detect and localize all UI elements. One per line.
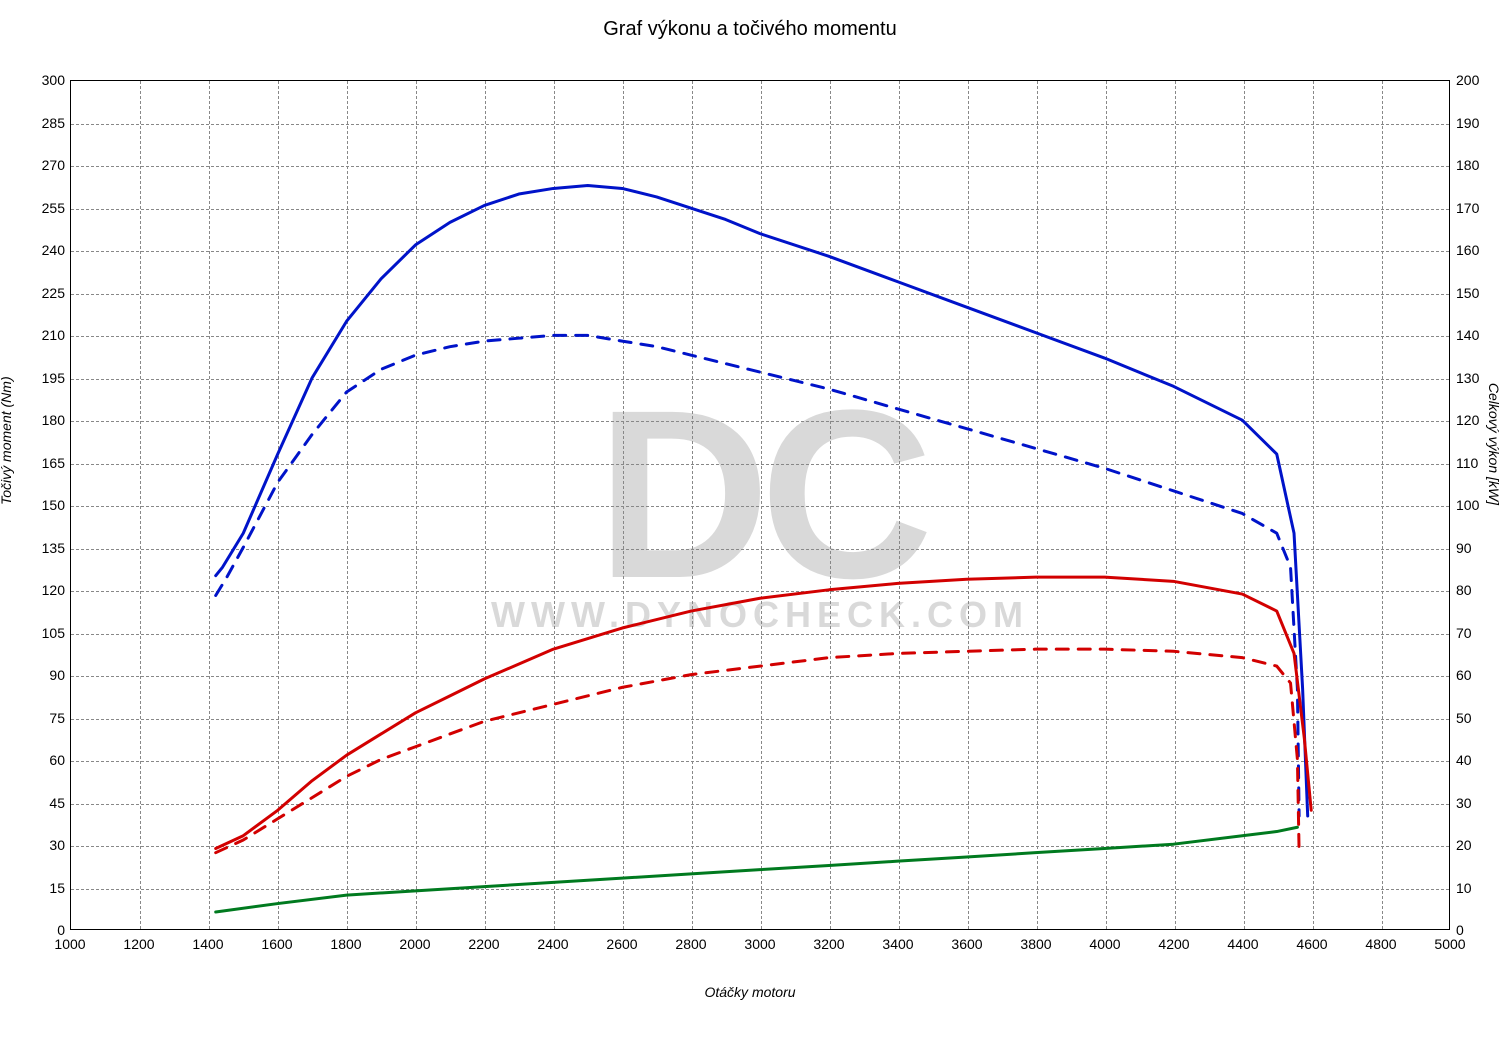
y-left-tick: 240 [15, 242, 65, 258]
chart-title: Graf výkonu a točivého momentu [0, 18, 1500, 41]
x-tick: 1800 [316, 936, 376, 952]
y-left-tick: 90 [15, 667, 65, 683]
y-left-tick: 150 [15, 497, 65, 513]
y-left-tick: 15 [15, 880, 65, 896]
y-left-tick: 180 [15, 412, 65, 428]
y-left-tick: 75 [15, 710, 65, 726]
x-tick: 2600 [592, 936, 652, 952]
y-right-tick: 170 [1456, 200, 1500, 216]
x-tick: 4000 [1075, 936, 1135, 952]
y-right-tick: 200 [1456, 72, 1500, 88]
series-torque_tuned [216, 186, 1308, 816]
y-left-tick: 195 [15, 370, 65, 386]
y-right-axis-label: Celkový výkon [kW] [1486, 383, 1500, 505]
x-axis-label: Otáčky motoru [0, 984, 1500, 1000]
x-tick: 2000 [385, 936, 445, 952]
y-right-tick: 160 [1456, 242, 1500, 258]
y-left-tick: 255 [15, 200, 65, 216]
y-right-tick: 120 [1456, 412, 1500, 428]
x-tick: 4600 [1282, 936, 1342, 952]
chart-container: Graf výkonu a točivého momentu Točivý mo… [0, 0, 1500, 1040]
x-tick: 2400 [523, 936, 583, 952]
y-left-tick: 120 [15, 582, 65, 598]
y-right-tick: 30 [1456, 795, 1500, 811]
y-right-tick: 180 [1456, 157, 1500, 173]
x-tick: 3200 [799, 936, 859, 952]
x-tick: 3400 [868, 936, 928, 952]
y-right-tick: 40 [1456, 752, 1500, 768]
y-left-tick: 60 [15, 752, 65, 768]
x-tick: 1400 [178, 936, 238, 952]
x-tick: 1600 [247, 936, 307, 952]
y-right-tick: 140 [1456, 327, 1500, 343]
y-right-tick: 110 [1456, 455, 1500, 471]
y-left-tick: 270 [15, 157, 65, 173]
x-tick: 3600 [937, 936, 997, 952]
y-left-tick: 225 [15, 285, 65, 301]
chart-svg [71, 81, 1449, 929]
y-left-tick: 30 [15, 837, 65, 853]
y-left-tick: 105 [15, 625, 65, 641]
y-left-axis-label: Točivý moment (Nm) [0, 376, 14, 505]
series-power_gain [216, 827, 1298, 912]
y-right-tick: 190 [1456, 115, 1500, 131]
x-tick: 4800 [1351, 936, 1411, 952]
y-right-tick: 80 [1456, 582, 1500, 598]
series-power_tuned [216, 577, 1312, 848]
y-right-tick: 70 [1456, 625, 1500, 641]
y-right-tick: 100 [1456, 497, 1500, 513]
series-torque_stock [216, 335, 1299, 816]
x-tick: 2800 [661, 936, 721, 952]
y-left-tick: 210 [15, 327, 65, 343]
y-left-tick: 165 [15, 455, 65, 471]
x-tick: 1200 [109, 936, 169, 952]
x-tick: 3000 [730, 936, 790, 952]
series-power_stock [216, 649, 1299, 853]
plot-area: DC WWW.DYNOCHECK.COM [70, 80, 1450, 930]
y-right-tick: 50 [1456, 710, 1500, 726]
y-left-tick: 45 [15, 795, 65, 811]
y-right-tick: 130 [1456, 370, 1500, 386]
y-right-tick: 90 [1456, 540, 1500, 556]
x-tick: 4400 [1213, 936, 1273, 952]
y-left-tick: 135 [15, 540, 65, 556]
x-tick: 5000 [1420, 936, 1480, 952]
y-right-tick: 150 [1456, 285, 1500, 301]
x-tick: 4200 [1144, 936, 1204, 952]
y-left-tick: 300 [15, 72, 65, 88]
y-right-tick: 60 [1456, 667, 1500, 683]
y-right-tick: 10 [1456, 880, 1500, 896]
x-tick: 2200 [454, 936, 514, 952]
y-right-tick: 20 [1456, 837, 1500, 853]
y-left-tick: 285 [15, 115, 65, 131]
x-tick: 3800 [1006, 936, 1066, 952]
x-tick: 1000 [40, 936, 100, 952]
